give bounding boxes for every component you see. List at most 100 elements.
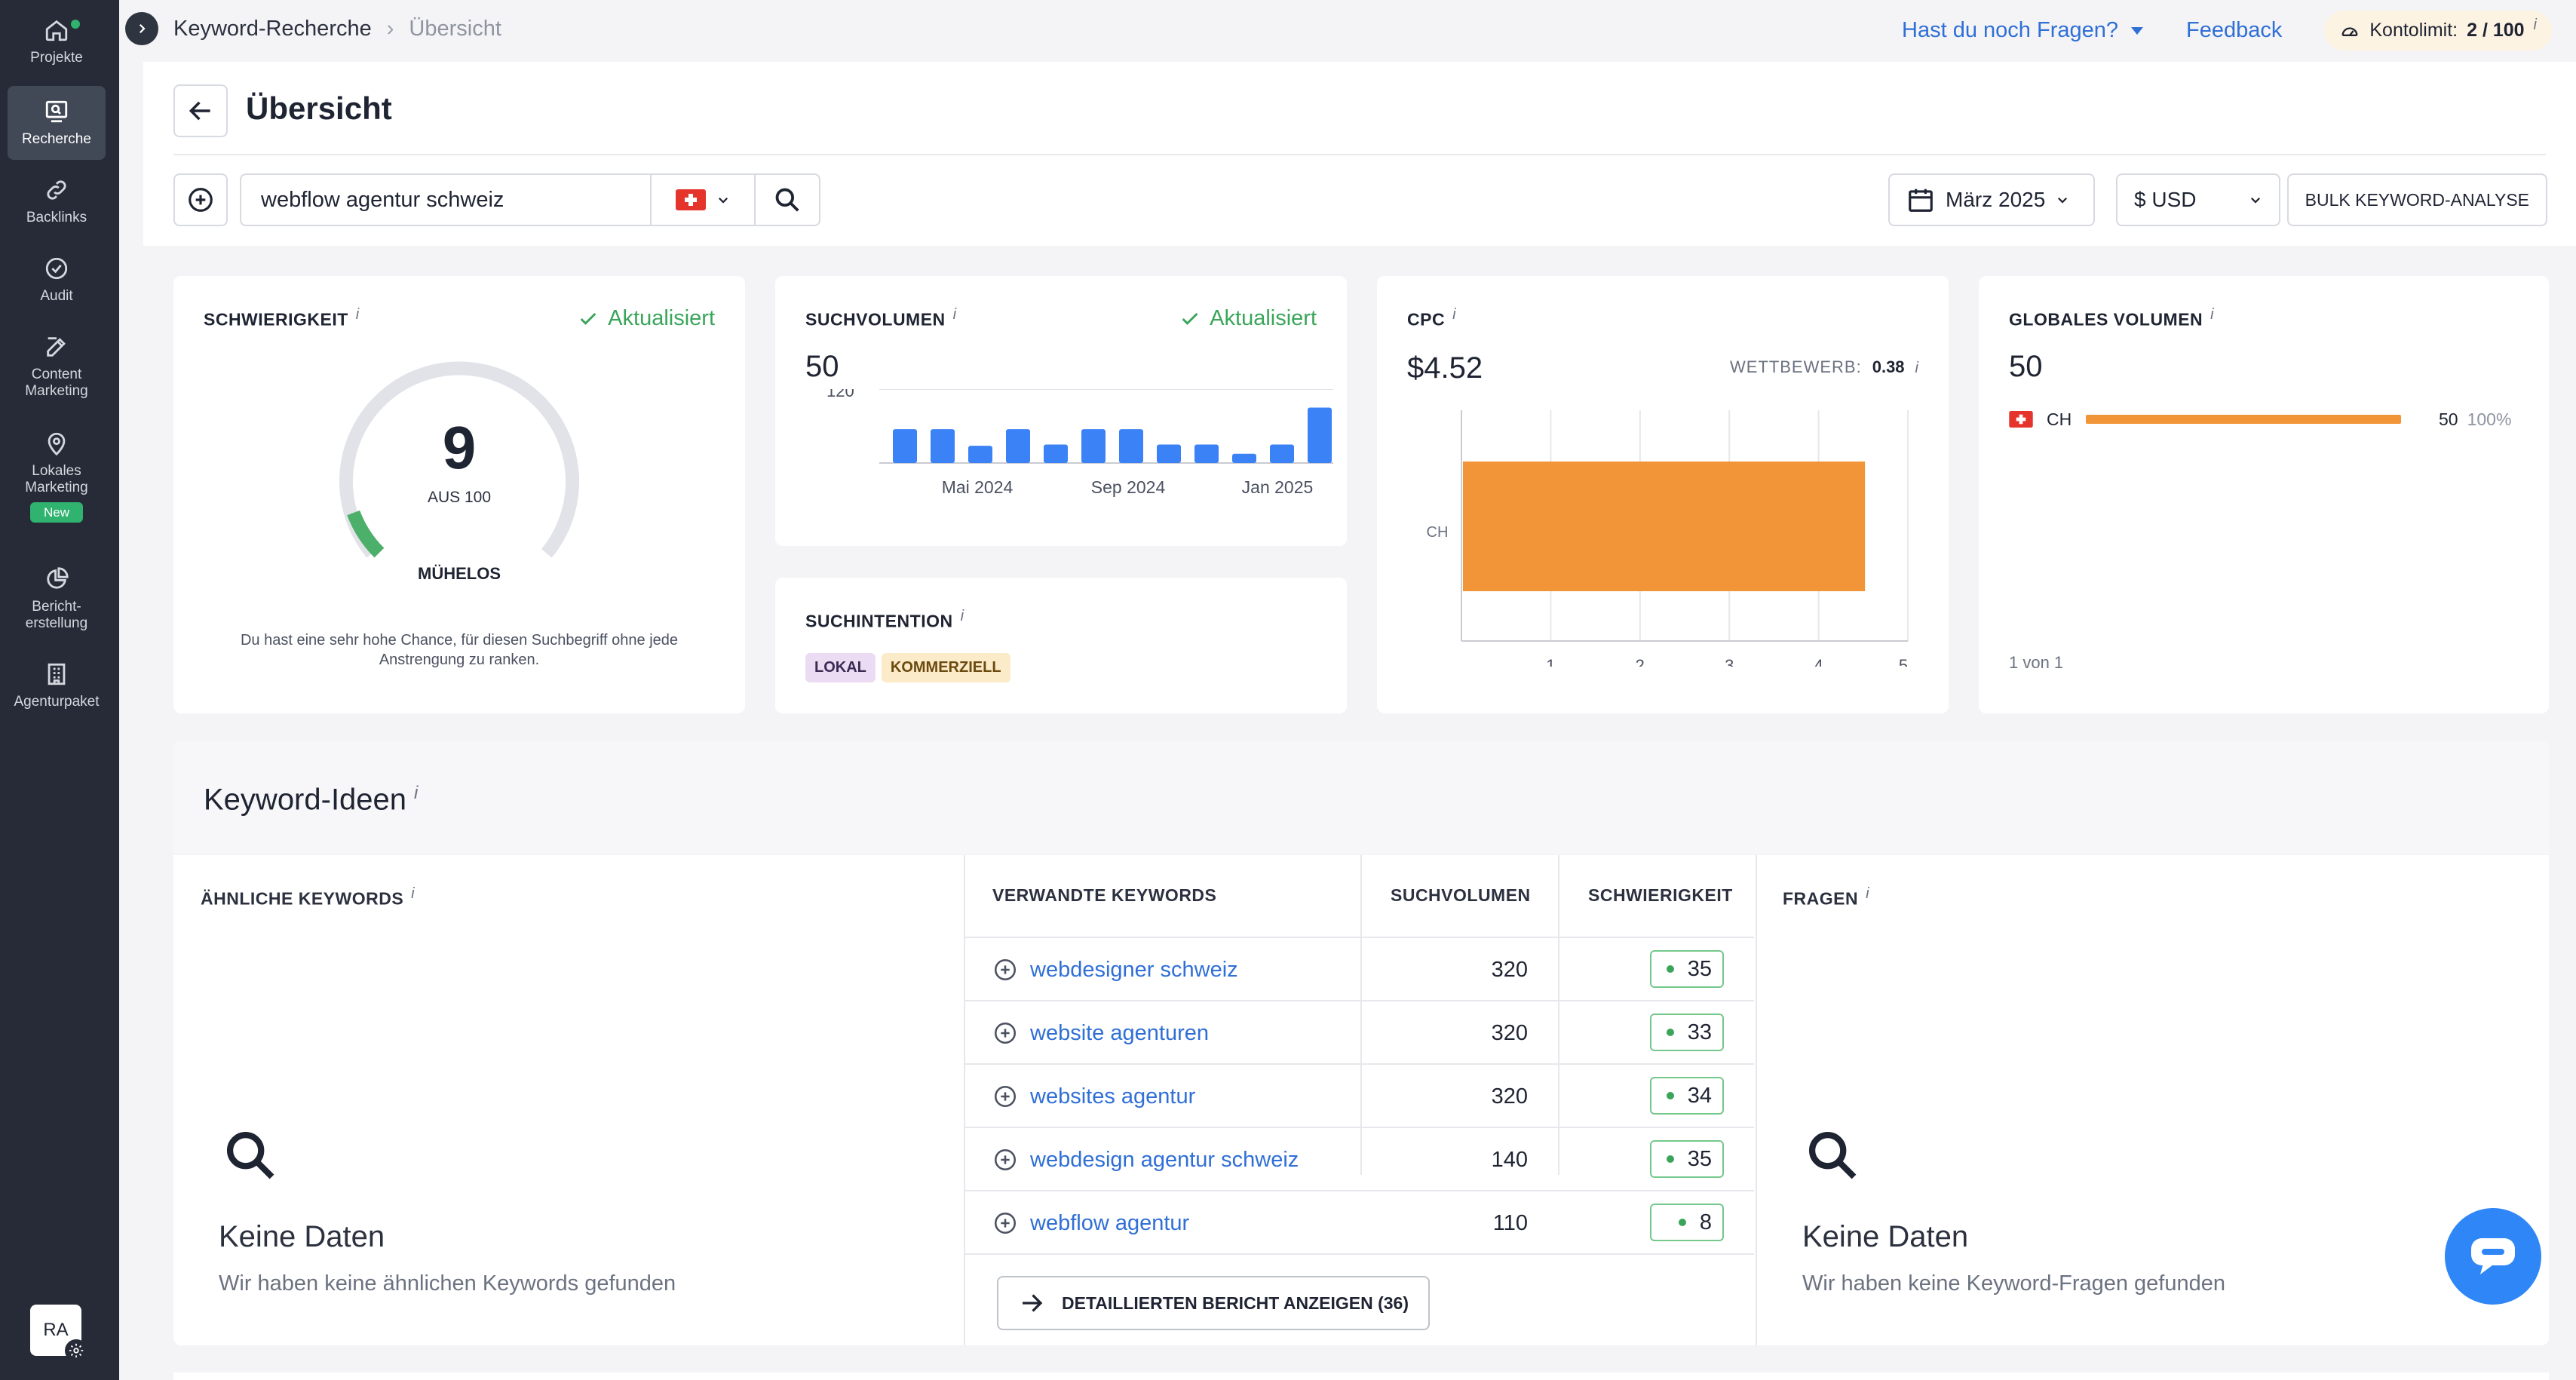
volume-bar[interactable] xyxy=(1119,429,1143,463)
x-tick-label: 5 xyxy=(1899,656,1908,667)
related-keyword-link[interactable]: websites agentur xyxy=(1030,1084,1196,1109)
sidebar-item-label: Bericht-erstellung xyxy=(25,599,88,631)
volume-bar[interactable] xyxy=(1006,429,1030,463)
gear-icon xyxy=(65,1339,87,1362)
global-title: GLOBALES VOLUMEN xyxy=(2009,309,2203,330)
page-header: Übersicht März 2025 $ USD BULK KEYWORD-A… xyxy=(143,62,2576,246)
help-dropdown[interactable]: Hast du noch Fragen? xyxy=(1902,18,2144,43)
pager: 1 von 1 xyxy=(2009,653,2064,672)
sidebar-item-lokales-marketing[interactable]: Lokales Marketing New xyxy=(8,428,106,541)
info-icon[interactable]: i xyxy=(952,306,957,323)
topbar: Keyword-Recherche › Übersicht Hast du no… xyxy=(143,0,2576,62)
y-tick-label: 120 xyxy=(826,389,854,400)
currency-select[interactable]: $ USD xyxy=(2116,173,2280,226)
sidebar-item-label: Agenturpaket xyxy=(14,694,100,710)
sidebar-item-projekte[interactable]: Projekte xyxy=(8,15,106,75)
volume-bar[interactable] xyxy=(1308,407,1332,464)
account-limit[interactable]: Kontolimit: 2 / 100 i xyxy=(2324,11,2552,51)
sidebar-item-label: Recherche xyxy=(22,131,91,147)
currency-select-value: $ USD xyxy=(2134,188,2197,211)
sidebar-expand-button[interactable] xyxy=(125,12,158,45)
updated-label: Aktualisiert xyxy=(608,306,715,330)
chat-button[interactable] xyxy=(2445,1208,2541,1305)
questions-title: FRAGEN xyxy=(1783,888,1859,909)
feedback-link[interactable]: Feedback xyxy=(2186,18,2283,42)
similar-keywords-title: ÄHNLICHE KEYWORDS xyxy=(201,888,404,909)
related-keyword-link[interactable]: website agenturen xyxy=(1030,1020,1209,1045)
sidebar-item-agenturpaket[interactable]: Agenturpaket xyxy=(8,659,106,719)
help-label: Hast du noch Fragen? xyxy=(1902,18,2119,42)
breadcrumb-separator-icon: › xyxy=(386,17,394,41)
date-select[interactable]: März 2025 xyxy=(1888,173,2095,226)
difficulty-badge-value: 35 xyxy=(1687,1146,1712,1171)
related-keywords-header[interactable]: VERWANDTE KEYWORDS xyxy=(992,885,1217,905)
volume-bar[interactable] xyxy=(1270,444,1294,464)
info-icon[interactable]: i xyxy=(1915,360,1918,376)
back-button[interactable] xyxy=(173,84,228,137)
volume-bar[interactable] xyxy=(1232,453,1256,463)
avatar-initials: RA xyxy=(43,1320,69,1340)
updated-status: Aktualisiert xyxy=(1179,306,1317,331)
related-keyword-link[interactable]: webdesign agentur schweiz xyxy=(1030,1147,1299,1172)
difficulty-dot xyxy=(1666,1092,1674,1099)
map-pin-icon xyxy=(41,428,72,458)
volume-bar[interactable] xyxy=(893,429,917,463)
sidebar-item-backlinks[interactable]: Backlinks xyxy=(8,175,106,235)
info-icon[interactable]: i xyxy=(1452,306,1457,323)
difficulty-value: 9 xyxy=(442,414,477,481)
volume-bar[interactable] xyxy=(968,446,992,463)
breadcrumb-root[interactable]: Keyword-Recherche xyxy=(173,17,372,41)
x-tick-label: 3 xyxy=(1725,656,1734,667)
info-icon[interactable]: i xyxy=(1866,885,1870,902)
sidebar-item-content-marketing[interactable]: Content Marketing xyxy=(8,332,106,407)
table-row: website agenturen 320 33 xyxy=(965,1001,1754,1065)
info-icon[interactable]: i xyxy=(355,306,360,323)
sidebar-item-audit[interactable]: Audit xyxy=(8,253,106,314)
related-keyword-link[interactable]: webdesigner schweiz xyxy=(1030,957,1238,982)
chevron-down-icon xyxy=(2250,197,2261,204)
column-divider xyxy=(1558,855,1559,1175)
volume-header[interactable]: SUCHVOLUMEN xyxy=(1391,885,1531,905)
table-header: VERWANDTE KEYWORDS SUCHVOLUMEN SCHWIERIG… xyxy=(965,855,1754,938)
related-keyword-link[interactable]: webflow agentur xyxy=(1030,1210,1190,1235)
sidebar-item-berichterstellung[interactable]: Bericht-erstellung xyxy=(8,564,106,639)
difficulty-header[interactable]: SCHWIERIGKEIT xyxy=(1588,885,1733,905)
info-icon[interactable]: i xyxy=(2210,306,2215,323)
volume-value: 50 xyxy=(805,350,839,383)
info-icon[interactable]: i xyxy=(411,885,416,902)
search-input[interactable] xyxy=(241,175,650,225)
research-icon xyxy=(41,97,72,127)
bulk-analysis-button[interactable]: BULK KEYWORD-ANALYSE xyxy=(2286,173,2547,226)
x-tick-label: Mai 2024 xyxy=(942,477,1014,497)
volume-bar[interactable] xyxy=(1081,429,1106,463)
plus-circle-icon[interactable] xyxy=(992,1020,1018,1046)
difficulty-badge-value: 34 xyxy=(1687,1083,1712,1108)
plus-circle-icon[interactable] xyxy=(992,1084,1018,1109)
search-button[interactable] xyxy=(754,175,819,225)
add-button[interactable] xyxy=(173,173,228,226)
volume-bar[interactable] xyxy=(931,429,955,463)
plus-circle-icon[interactable] xyxy=(992,1210,1018,1236)
volume-bar[interactable] xyxy=(1044,444,1068,464)
x-tick-label: 4 xyxy=(1814,656,1823,667)
volume-bar[interactable] xyxy=(1157,444,1181,464)
sidebar-item-recherche[interactable]: Recherche xyxy=(8,86,106,160)
keyword-ideas-body: ÄHNLICHE KEYWORDS i Keine Daten Wir haben… xyxy=(173,855,2549,1345)
gauge-icon xyxy=(2341,26,2358,36)
detailed-report-button[interactable]: DETAILLIERTEN BERICHT ANZEIGEN (36) xyxy=(997,1276,1431,1330)
info-icon[interactable]: i xyxy=(960,608,964,624)
avatar[interactable]: RA xyxy=(30,1305,87,1362)
difficulty-badge: 35 xyxy=(1650,1140,1724,1178)
difficulty-gauge xyxy=(339,361,579,558)
detailed-report-label: DETAILLIERTEN BERICHT ANZEIGEN (36) xyxy=(1062,1293,1409,1313)
plus-circle-icon[interactable] xyxy=(992,957,1018,983)
country-select[interactable] xyxy=(650,175,754,225)
plus-circle-icon[interactable] xyxy=(992,1147,1018,1173)
check-circle-icon xyxy=(41,253,72,284)
table-row: webdesign agentur schweiz 140 35 xyxy=(965,1128,1754,1191)
volume-bar[interactable] xyxy=(1194,444,1219,464)
difficulty-badge-value: 33 xyxy=(1687,1020,1712,1044)
info-icon[interactable]: i xyxy=(414,783,419,803)
related-keyword-volume: 110 xyxy=(1492,1210,1528,1235)
column-divider xyxy=(1360,855,1362,1175)
